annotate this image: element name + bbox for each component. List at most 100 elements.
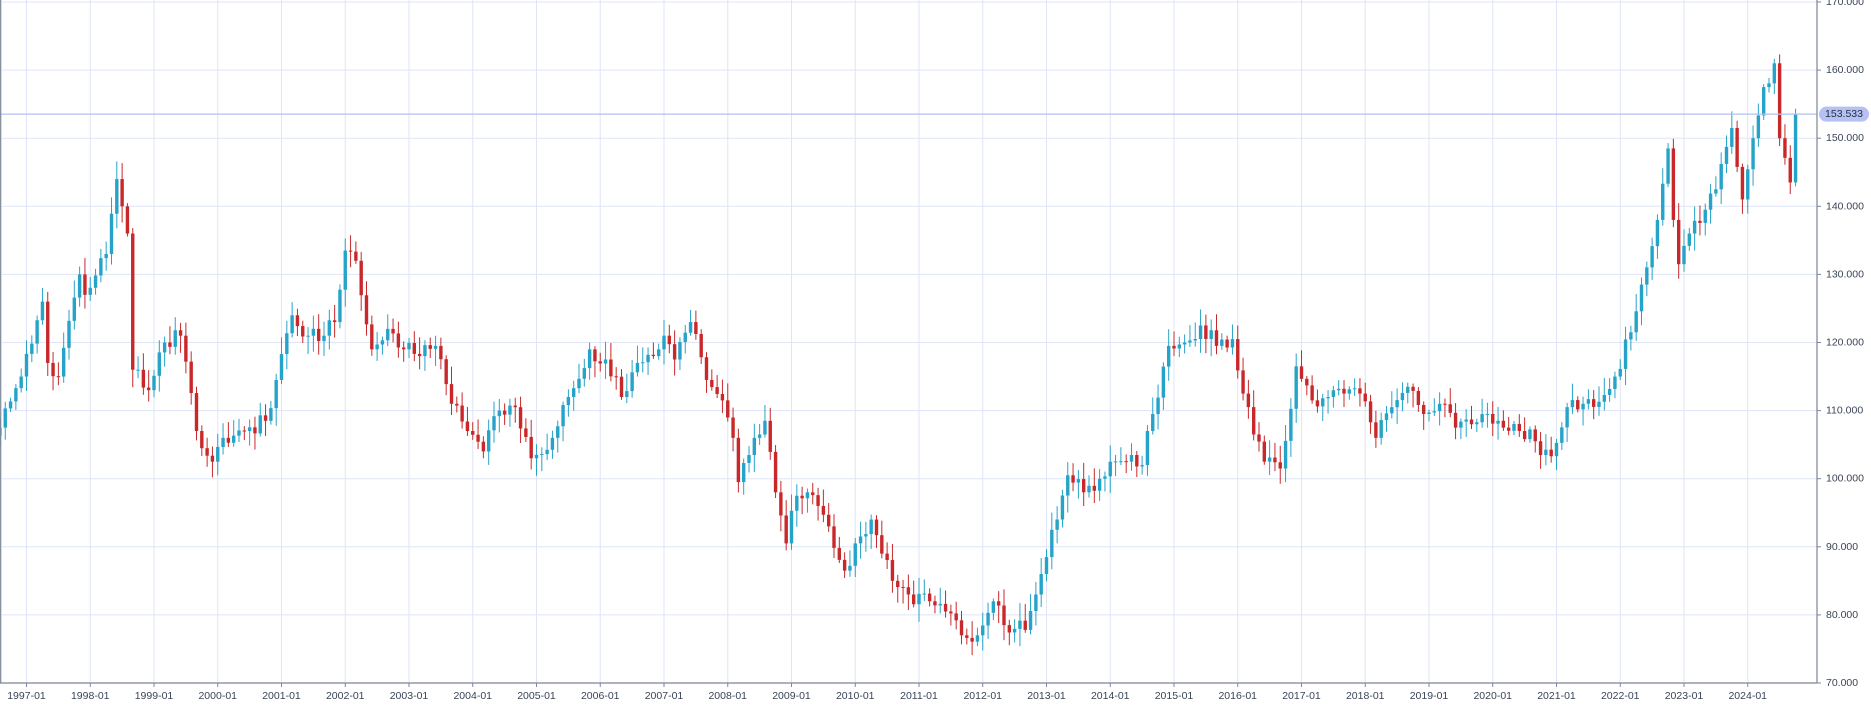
candle-body — [465, 421, 470, 432]
candle-body — [1368, 401, 1373, 423]
x-axis-ticks: 1997-01 1998-01 1999-01 2000-01 2001-01 2002-… — [7, 683, 1767, 702]
candle-body — [571, 388, 576, 397]
candle-body — [1193, 339, 1197, 341]
candle-body — [1135, 455, 1139, 467]
candle-body — [858, 536, 863, 544]
candle-body — [338, 289, 342, 323]
candle-body — [40, 301, 45, 321]
candle-body — [603, 359, 608, 364]
candle-body — [141, 369, 146, 388]
candle-body — [1724, 146, 1729, 164]
candle-body — [455, 403, 459, 406]
candle-body — [630, 372, 634, 392]
candle-body — [1119, 461, 1123, 463]
x-tick-label: 2006-01 — [581, 690, 620, 702]
candle-body — [704, 357, 709, 380]
candle-body — [1602, 394, 1607, 402]
candle-body — [1597, 401, 1601, 407]
candle-body — [970, 637, 974, 642]
candle-body — [1257, 434, 1261, 442]
candle-body — [1591, 399, 1596, 407]
candle-body — [1124, 461, 1128, 463]
candle-body — [534, 454, 539, 459]
candle-body — [1671, 148, 1676, 220]
candle-body — [99, 258, 103, 276]
candle-body — [1740, 166, 1745, 200]
candle-body — [30, 343, 34, 354]
candle-body — [1533, 429, 1537, 442]
candle-body — [1528, 429, 1532, 440]
candle-body — [986, 612, 990, 626]
candle-body — [1756, 115, 1761, 139]
candle-body — [1406, 386, 1410, 393]
x-tick-label: 2007-01 — [645, 690, 684, 702]
candle-body — [911, 594, 916, 605]
candle-body — [354, 251, 358, 261]
candle-body — [269, 408, 273, 421]
candle-body — [1746, 169, 1750, 200]
candle-body — [896, 580, 900, 588]
x-tick-label: 1999-01 — [135, 690, 174, 702]
candle-body — [1459, 421, 1463, 428]
candle-body — [1336, 388, 1341, 391]
candle-body — [1050, 529, 1054, 558]
x-tick-label: 2002-01 — [326, 690, 365, 702]
candle-body — [1326, 396, 1330, 399]
candle-body — [906, 587, 911, 595]
candle-body — [1145, 430, 1150, 466]
candle-body — [1379, 420, 1383, 438]
candle-body — [1538, 441, 1543, 456]
candle-body — [1310, 385, 1314, 401]
candle-body — [104, 253, 108, 259]
candle-body — [1751, 138, 1755, 170]
candle-body — [821, 505, 826, 515]
candle-body — [1352, 388, 1357, 390]
candle-body — [1395, 400, 1399, 408]
candle-body — [168, 342, 172, 347]
x-tick-label: 2024-01 — [1728, 690, 1767, 702]
candle-body — [789, 510, 794, 544]
candle-body — [1586, 399, 1591, 404]
candle-body — [651, 354, 656, 357]
candle-body — [1034, 594, 1038, 612]
x-tick-label: 2009-01 — [772, 690, 811, 702]
candle-body — [348, 250, 353, 252]
candle-body — [1676, 219, 1681, 265]
y-tick-label: 160.000 — [1826, 64, 1864, 76]
candle-body — [1453, 412, 1458, 428]
candle-body — [237, 430, 241, 436]
candle-body — [667, 335, 672, 345]
candle-body — [518, 407, 523, 429]
candle-body — [1299, 366, 1304, 379]
candle-body — [327, 320, 332, 336]
candle-body — [678, 341, 682, 360]
candle-body — [959, 620, 964, 636]
candle-body — [77, 274, 82, 298]
candle-body — [1390, 407, 1394, 414]
candle-body — [1113, 461, 1118, 463]
last-price-label: 153.533 — [1825, 108, 1863, 120]
y-tick-label: 100.000 — [1826, 473, 1864, 485]
x-tick-label: 2020-01 — [1473, 690, 1512, 702]
candle-body — [975, 635, 980, 642]
candle-body — [189, 361, 193, 394]
candle-body — [1060, 495, 1065, 520]
candle-body — [593, 349, 597, 362]
candle-body — [1092, 485, 1097, 491]
candle-body — [1182, 342, 1187, 345]
candle-body — [125, 206, 130, 234]
candle-body — [869, 519, 873, 535]
candle-body — [561, 405, 565, 427]
candle-body — [1793, 114, 1798, 183]
candle-body — [1400, 392, 1405, 401]
candle-body — [1230, 339, 1235, 348]
x-tick-label: 2004-01 — [453, 690, 492, 702]
x-tick-label: 2021-01 — [1537, 690, 1576, 702]
candle-body — [1156, 397, 1160, 415]
candle-body — [720, 393, 725, 401]
candle-body — [1501, 420, 1506, 428]
candle-body — [1262, 441, 1267, 462]
candle-body — [285, 333, 289, 355]
candle-body — [316, 328, 321, 342]
